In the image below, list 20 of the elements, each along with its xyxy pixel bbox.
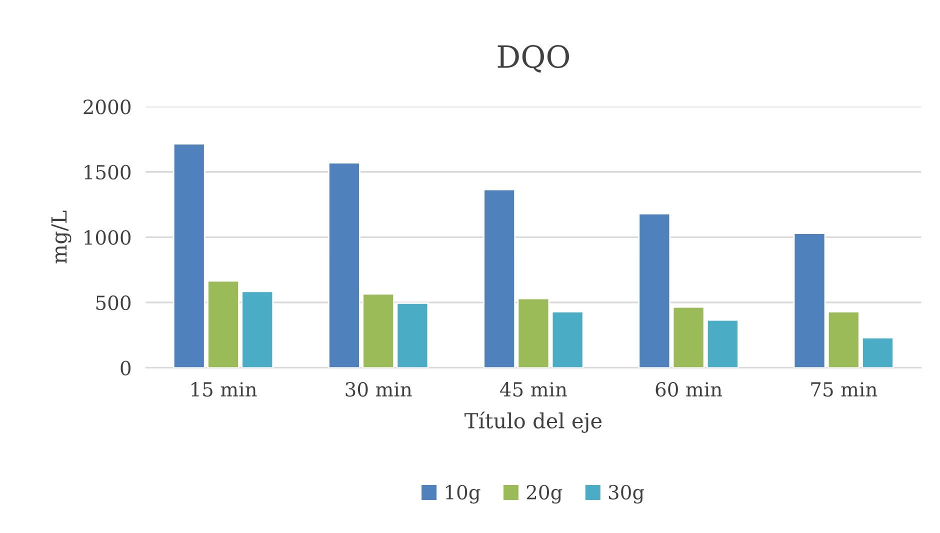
legend-label: 10g <box>446 484 480 504</box>
x-tick-label: 60 min <box>656 382 722 397</box>
y-tick-label: 0 <box>120 360 131 376</box>
x-axis-title: Título del eje <box>464 412 602 433</box>
y-tick-label: 1500 <box>84 164 131 180</box>
y-tick-label: 2000 <box>84 100 131 114</box>
x-tick-label: 75 min <box>811 382 878 397</box>
chart-title: DQO <box>498 45 570 73</box>
x-tick-label: 45 min <box>500 382 567 397</box>
legend-label: 20g <box>526 484 562 504</box>
y-axis-title: mg/L <box>51 210 72 264</box>
x-tick-label: 30 min <box>346 382 412 397</box>
y-tick-label: 500 <box>96 295 131 310</box>
bar <box>793 232 826 368</box>
y-tick-label: 1000 <box>84 230 131 245</box>
bar <box>551 310 584 368</box>
x-tick-label: 15 min <box>192 382 257 397</box>
bar <box>396 302 429 368</box>
bar <box>638 212 671 368</box>
legend-label: 30g <box>608 484 644 504</box>
